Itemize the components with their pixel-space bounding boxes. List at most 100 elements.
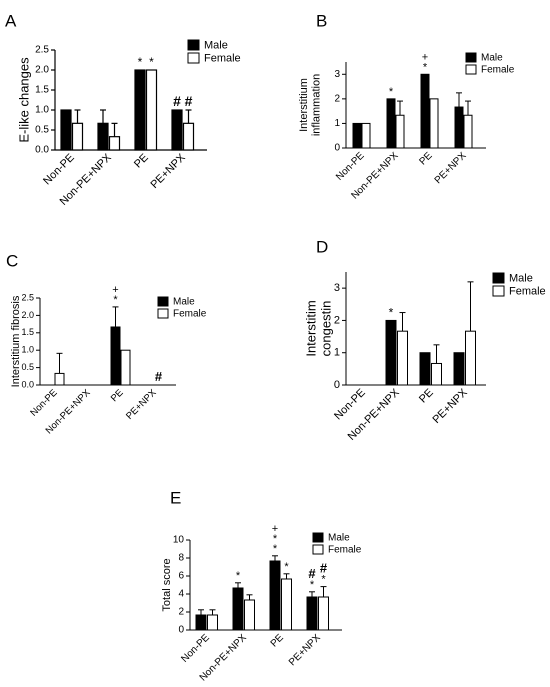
x-tick-label: PE xyxy=(132,152,151,171)
bar-male-0 xyxy=(60,109,72,151)
x-tick-label: Non-PE xyxy=(179,632,212,665)
chart-panel-b: B0123InterstitiuminflammationNon-PE*Non-… xyxy=(298,11,515,201)
y-tick-label: 1.0 xyxy=(35,105,49,116)
legend-swatch-male xyxy=(187,39,200,51)
significance-mark: # xyxy=(185,93,193,109)
bar-female-3 xyxy=(318,596,329,631)
y-axis-title: Total score xyxy=(161,558,173,611)
significance-mark: # xyxy=(173,93,181,109)
legend-label-male: Male xyxy=(481,53,503,64)
significance-mark: # xyxy=(308,566,316,581)
bar-male-2 xyxy=(134,69,146,151)
significance-mark: * xyxy=(389,305,394,319)
significance-mark: * xyxy=(149,55,154,69)
x-tick-label: PE+NPX xyxy=(433,150,469,186)
bar-female-0 xyxy=(207,614,218,631)
bar-female-0 xyxy=(54,372,65,386)
significance-mark: * xyxy=(236,570,241,582)
significance-mark: # xyxy=(155,369,163,384)
bar-female-2 xyxy=(145,69,158,151)
bar-male-1 xyxy=(232,587,244,631)
bar-female-3 xyxy=(463,114,473,149)
y-tick-label: 1 xyxy=(334,347,340,359)
chart-panel-d: D0123InterstitimcongestinNon-PE*Non-PE+N… xyxy=(304,237,546,442)
bar-male-2 xyxy=(110,326,121,386)
bar-female-1 xyxy=(108,136,121,151)
panel-label: D xyxy=(316,237,328,256)
legend-swatch-male xyxy=(157,296,169,307)
significance-mark: * xyxy=(310,579,315,591)
legend-label-female: Female xyxy=(509,285,546,297)
significance-mark: * xyxy=(273,543,278,555)
y-axis-title-line: Interstitim xyxy=(304,300,319,356)
legend-label-female: Female xyxy=(328,545,362,556)
bar-male-1 xyxy=(386,98,396,149)
y-tick-label: 0.5 xyxy=(21,362,34,372)
y-tick-label: 0 xyxy=(334,143,340,154)
bar-female-2 xyxy=(120,349,131,386)
x-tick-label: PE+NPX xyxy=(148,151,188,191)
y-axis-title: Interstitimcongestin xyxy=(304,300,334,356)
legend-label-male: Male xyxy=(173,297,195,308)
significance-mark: + xyxy=(112,284,118,296)
y-axis-title: E-like changes xyxy=(17,57,32,143)
significance-mark: * xyxy=(389,86,394,98)
bar-female-2 xyxy=(281,578,292,631)
y-tick-label: 1.0 xyxy=(21,345,34,355)
y-tick-label: 0 xyxy=(334,379,340,391)
x-tick-label: Non-PE xyxy=(334,150,367,183)
legend-swatch-female xyxy=(465,64,477,75)
bar-male-3 xyxy=(453,352,465,386)
x-tick-label: Non-PE xyxy=(41,152,77,188)
y-axis-title-line: Interstitium fibrosis xyxy=(10,295,22,387)
bar-male-2 xyxy=(419,352,431,386)
panel-label: B xyxy=(316,11,327,30)
y-axis-title: Interstitium fibrosis xyxy=(10,295,22,387)
panel-label: E xyxy=(170,488,181,507)
legend-label-female: Female xyxy=(481,65,515,76)
significance-mark: * xyxy=(284,561,289,573)
bar-male-0 xyxy=(195,614,207,631)
significance-mark: + xyxy=(422,51,428,63)
significance-mark: + xyxy=(272,523,278,535)
x-tick-label: PE xyxy=(417,150,434,167)
significance-mark: * xyxy=(423,61,428,73)
x-tick-label: PE xyxy=(109,387,126,404)
y-tick-label: 8 xyxy=(178,553,184,564)
y-tick-label: 2 xyxy=(334,314,340,326)
legend-swatch-male xyxy=(312,532,324,543)
legend-label-male: Male xyxy=(204,39,228,51)
y-tick-label: 2.5 xyxy=(35,45,49,56)
y-tick-label: 2.0 xyxy=(21,310,34,320)
y-tick-label: 4 xyxy=(178,589,184,600)
x-tick-label: PE+NPX xyxy=(430,386,470,426)
y-tick-label: 0.0 xyxy=(21,379,34,389)
bar-male-2 xyxy=(269,560,281,631)
x-tick-label: PE xyxy=(269,632,286,649)
x-tick-label: PE+NPX xyxy=(287,632,323,668)
y-tick-label: 0 xyxy=(178,625,184,636)
bar-male-1 xyxy=(97,122,109,151)
significance-mark: * xyxy=(113,294,118,306)
legend-swatch-male xyxy=(492,272,505,284)
bar-male-0 xyxy=(352,122,362,149)
bar-female-0 xyxy=(71,122,84,151)
x-tick-label: Non-PE xyxy=(28,387,59,418)
y-axis-title-line: congestin xyxy=(319,301,334,357)
bar-male-3 xyxy=(306,596,318,631)
legend-label-male: Male xyxy=(509,272,533,284)
legend-swatch-female xyxy=(492,285,505,297)
bar-female-2 xyxy=(429,98,439,149)
y-tick-label: 3 xyxy=(334,69,340,80)
bar-male-3 xyxy=(171,109,183,151)
y-tick-label: 2.5 xyxy=(21,292,34,302)
legend-label-female: Female xyxy=(173,309,207,320)
y-tick-label: 0.5 xyxy=(35,125,49,136)
y-tick-label: 6 xyxy=(178,571,184,582)
significance-mark: * xyxy=(321,574,326,586)
legend-swatch-female xyxy=(312,544,324,555)
significance-mark: * xyxy=(273,533,278,545)
